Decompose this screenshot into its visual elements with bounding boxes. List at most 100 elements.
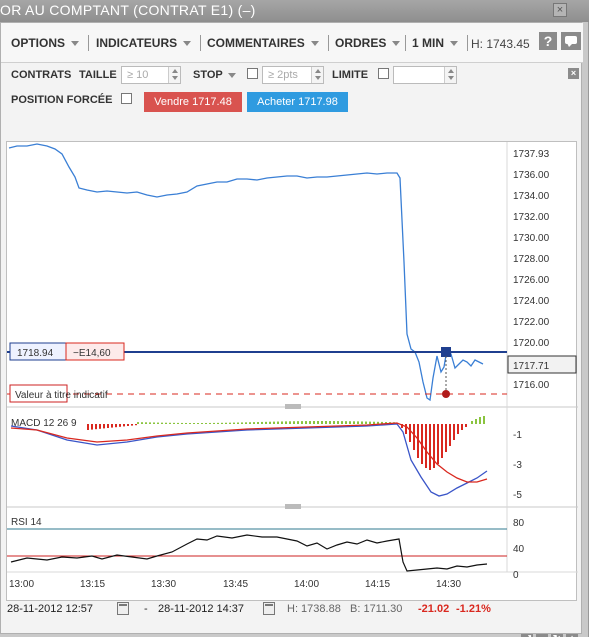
stepper-arrows-icon[interactable] (444, 67, 456, 83)
panel-resize-handle (285, 504, 301, 509)
stop-dropdown-icon[interactable] (228, 73, 236, 78)
limit-checkbox[interactable] (378, 68, 389, 79)
menu-divider (200, 35, 201, 51)
window-title: OR AU COMPTANT (CONTRAT E1) (–) (0, 2, 256, 18)
x-tick: 13:00 (9, 579, 34, 590)
macd-bar (253, 422, 255, 424)
fit-icon[interactable]: ⤢ (521, 634, 533, 637)
close-order-bar-icon[interactable]: × (568, 68, 579, 79)
high-price: H: 1743.45 (471, 37, 530, 51)
reset-icon[interactable]: ↻ (551, 634, 563, 637)
macd-bar (99, 424, 101, 429)
macd-bar (401, 424, 403, 428)
macd-bar (313, 421, 315, 424)
stop-stepper[interactable]: ≥ 2pts (262, 66, 324, 84)
menu-divider (467, 35, 468, 51)
macd-histogram (87, 416, 485, 470)
macd-bar (131, 424, 133, 426)
y-tick: 1736.00 (513, 170, 550, 181)
macd-bar (281, 421, 283, 424)
macd-bar (95, 424, 97, 430)
macd-bar (441, 424, 443, 458)
y-tick: 1716.00 (513, 380, 550, 391)
menu-orders[interactable]: ORDRES (335, 36, 401, 50)
macd-bar (381, 421, 383, 424)
indicative-box (9, 384, 68, 403)
macd-bar (289, 421, 291, 424)
macd-bar (213, 422, 215, 424)
rsi-line (10, 534, 488, 572)
chevron-down-icon (450, 41, 459, 47)
macd-bar (475, 419, 477, 424)
calendar-icon[interactable] (117, 602, 129, 615)
macd-bar (461, 424, 463, 430)
macd-label: MACD 12 26 9 (11, 418, 77, 429)
macd-bar (417, 424, 419, 458)
macd-bar (465, 424, 467, 427)
y-tick: 1730.00 (513, 233, 550, 244)
comment-icon[interactable] (561, 32, 581, 50)
zoom-in-icon[interactable]: + (566, 634, 578, 637)
contracts-label: CONTRATS (11, 69, 72, 81)
macd-bar (233, 422, 235, 424)
y-tick: 1737.93 (513, 149, 550, 160)
x-tick: 13:30 (151, 579, 176, 590)
macd-bar (185, 422, 187, 424)
y-tick: 1722.00 (513, 317, 550, 328)
macd-bar (471, 421, 473, 424)
macd-bar (377, 421, 379, 424)
limit-stepper[interactable] (393, 66, 457, 84)
macd-bar (357, 421, 359, 424)
macd-bar (405, 424, 407, 434)
sell-button[interactable]: Vendre 1717.48 (144, 92, 242, 112)
menu-interval[interactable]: 1 MIN (412, 36, 459, 50)
calendar-icon[interactable] (263, 602, 275, 615)
buy-button[interactable]: Acheter 1717.98 (247, 92, 348, 112)
macd-bar (337, 421, 339, 424)
macd-bar (385, 422, 387, 424)
macd-bar (157, 422, 159, 424)
position-pnl: −E14,60 (73, 348, 111, 359)
menu-comments-label: COMMENTAIRES (207, 36, 305, 50)
macd-bar (373, 421, 375, 424)
menu-indicators-label: INDICATEURS (96, 36, 178, 50)
menu-indicators[interactable]: INDICATEURS (96, 36, 192, 50)
macd-bar (409, 424, 411, 442)
trading-panel: OPTIONS INDICATEURS COMMENTAIRES ORDRES … (0, 22, 583, 637)
macd-bar (437, 424, 439, 464)
indicative-label: Valeur à titre indicatif (15, 390, 108, 401)
macd-bar (249, 422, 251, 424)
macd-bar (257, 422, 259, 424)
macd-bar (149, 422, 151, 424)
stepper-arrows-icon[interactable] (311, 67, 323, 83)
panel-resize-handle (285, 404, 301, 409)
macd-bar (107, 424, 109, 428)
macd-bar (429, 424, 431, 470)
size-stepper[interactable]: ≥ 10 (121, 66, 181, 84)
macd-bar (141, 422, 143, 424)
price-chart[interactable]: 1737.93 1736.00 1734.00 1732.00 1730.00 … (7, 142, 578, 602)
macd-bar (173, 422, 175, 424)
help-button[interactable]: ? (539, 32, 557, 50)
stop-checkbox[interactable] (247, 68, 258, 79)
stepper-arrows-icon[interactable] (168, 67, 180, 83)
macd-bar (229, 422, 231, 424)
macd-bar (165, 422, 167, 424)
macd-bar (209, 422, 211, 424)
macd-bar (309, 421, 311, 424)
rsi-label: RSI 14 (11, 517, 42, 528)
stop-value: ≥ 2pts (268, 69, 298, 81)
macd-bar (449, 424, 451, 446)
forced-position-checkbox[interactable] (121, 93, 132, 104)
macd-bar (413, 424, 415, 450)
macd-bar (453, 424, 455, 440)
chart-area[interactable]: 1737.93 1736.00 1734.00 1732.00 1730.00 … (6, 141, 578, 602)
macd-bar (285, 421, 287, 424)
menu-comments[interactable]: COMMENTAIRES (207, 36, 319, 50)
menu-options[interactable]: OPTIONS (11, 36, 80, 50)
macd-bar (305, 421, 307, 424)
size-label: TAILLE (79, 69, 117, 81)
zoom-out-icon[interactable]: − (536, 634, 548, 637)
chevron-down-icon (392, 41, 401, 47)
close-window-button[interactable]: × (553, 3, 567, 17)
